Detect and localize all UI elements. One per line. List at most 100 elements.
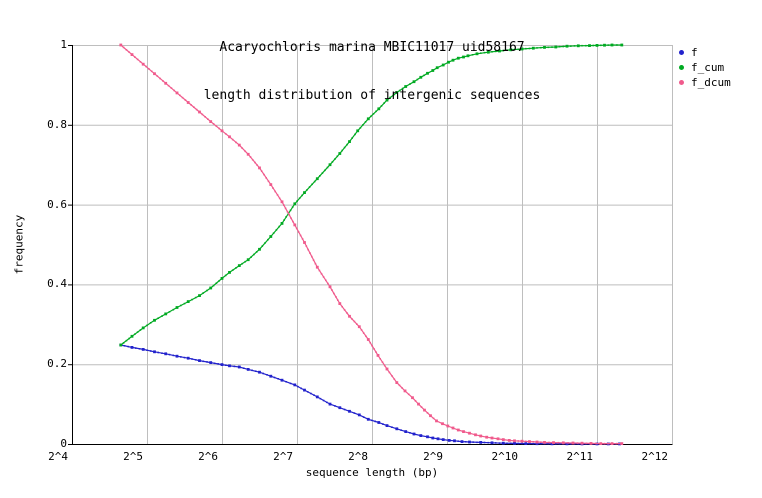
- series-dot-f_dcum: [288, 214, 291, 216]
- series-marker-f_dcum: [456, 428, 460, 432]
- series-marker-f_cum: [404, 85, 408, 88]
- series-dot-f_cum: [585, 44, 587, 47]
- series-dot-f_dcum: [379, 358, 381, 360]
- series-dot-f_dcum: [532, 441, 535, 443]
- series-dot-f_cum: [370, 115, 372, 118]
- legend-item-f_cum: f_cum: [679, 60, 731, 75]
- series-dot-f_dcum: [256, 164, 258, 166]
- series-marker-f_dcum: [417, 402, 420, 406]
- legend-label: f_cum: [691, 61, 725, 74]
- series-marker-f_dcum: [610, 442, 614, 445]
- series-marker-f_dcum: [186, 101, 190, 104]
- series-dot-f_cum: [311, 183, 313, 186]
- series-dot-f: [242, 367, 245, 369]
- series-marker-f_cum: [209, 286, 213, 290]
- series-dot-f_cum: [306, 189, 308, 191]
- series-marker-f_dcum: [403, 389, 407, 393]
- series-marker-f: [453, 439, 456, 443]
- series-marker-f_dcum: [571, 441, 575, 445]
- series-marker-f_cum: [435, 66, 439, 70]
- series-dot-f_dcum: [420, 406, 423, 408]
- series-dot-f_dcum: [327, 282, 329, 285]
- series-marker-f_cum: [385, 98, 389, 102]
- x-tick-label: 2^12: [641, 450, 669, 463]
- series-marker-f_cum: [198, 294, 201, 297]
- chart-subtitle: length distribution of intergenic sequen…: [203, 88, 541, 103]
- series-dot-f_dcum: [167, 84, 170, 87]
- series-dot-f_cum: [285, 216, 287, 218]
- series-dot-f_cum: [298, 197, 301, 199]
- series-marker-f_dcum: [348, 314, 351, 318]
- series-marker-f_cum: [175, 306, 179, 309]
- series-dot-f_dcum: [207, 118, 209, 120]
- series-dot-f_dcum: [260, 170, 263, 172]
- y-tick-label: 0.4: [47, 277, 67, 291]
- series-marker-f: [130, 346, 134, 349]
- series-dot-f_cum: [409, 83, 411, 85]
- series-marker-f: [237, 365, 241, 369]
- series-dot-f: [277, 378, 279, 380]
- series-dot-f: [558, 443, 561, 445]
- series-dot-f: [555, 443, 557, 445]
- series-dot-f: [457, 440, 459, 442]
- series-marker-f_dcum: [520, 439, 524, 443]
- series-dot-f: [521, 442, 523, 445]
- series-dot-f_cum: [250, 256, 252, 258]
- series-dot-f_dcum: [235, 141, 237, 144]
- series-marker-f_dcum: [315, 265, 319, 269]
- series-dot-f_dcum: [148, 68, 150, 70]
- series-dot-f_cum: [398, 89, 401, 92]
- series-dot-f: [289, 382, 292, 385]
- series-dot-f: [472, 441, 474, 443]
- series-marker-f: [431, 436, 435, 440]
- series-dot-f_cum: [324, 169, 326, 172]
- series-dot-f_dcum: [286, 210, 289, 213]
- series-dot-f_dcum: [381, 361, 384, 363]
- y-tick-label: 0.6: [47, 197, 67, 211]
- series-marker-f_dcum: [535, 440, 539, 444]
- series-marker-f_dcum: [507, 439, 511, 442]
- series-marker-f_cum: [475, 52, 479, 56]
- series-dot-f_cum: [289, 209, 292, 212]
- series-dot-f: [194, 359, 197, 361]
- series-dot-f_cum: [172, 308, 175, 311]
- series-dot-f: [183, 356, 186, 359]
- series-dot-f_cum: [581, 44, 583, 47]
- series-dot-f_dcum: [331, 289, 333, 291]
- series-dot-f_cum: [416, 78, 419, 81]
- series-dot-f_dcum: [585, 442, 588, 445]
- series-dot-f: [528, 442, 531, 445]
- series-dot-f: [487, 441, 489, 444]
- x-axis-title: sequence length (bp): [305, 466, 439, 479]
- series-dot-f_dcum: [251, 159, 254, 161]
- series-marker-f_cum: [543, 46, 546, 49]
- series-dot-f: [306, 391, 309, 393]
- series-marker-f_cum: [431, 69, 435, 72]
- series-dot-f: [382, 423, 384, 425]
- series-marker-f_dcum: [338, 302, 342, 305]
- series-dot-f_cum: [351, 137, 353, 139]
- series-marker-f: [303, 388, 306, 392]
- series-dot-f_dcum: [156, 75, 159, 77]
- series-dot-f_dcum: [190, 104, 192, 106]
- series-dot-f_dcum: [576, 442, 579, 444]
- series-dot-f_dcum: [322, 276, 325, 278]
- series-dot-f_dcum: [401, 387, 403, 389]
- series-dot-f_cum: [540, 46, 542, 49]
- series-marker-f_dcum: [153, 72, 156, 76]
- series-marker-f_cum: [531, 46, 535, 50]
- y-tick-label: 0.2: [47, 357, 67, 371]
- series-marker-f_cum: [366, 117, 370, 121]
- series-dot-f_dcum: [290, 217, 292, 220]
- series-marker-f_dcum: [220, 129, 224, 133]
- series-marker-f_dcum: [385, 367, 389, 371]
- series-marker-f_dcum: [130, 53, 134, 56]
- series-marker-f_dcum: [543, 441, 546, 444]
- series-marker-f: [175, 354, 179, 358]
- series-marker-f_dcum: [441, 422, 444, 426]
- series-dot-f_cum: [261, 245, 264, 247]
- series-dot-f_dcum: [388, 371, 391, 374]
- series-dot-f: [180, 356, 182, 358]
- series-dot-f_cum: [134, 333, 136, 335]
